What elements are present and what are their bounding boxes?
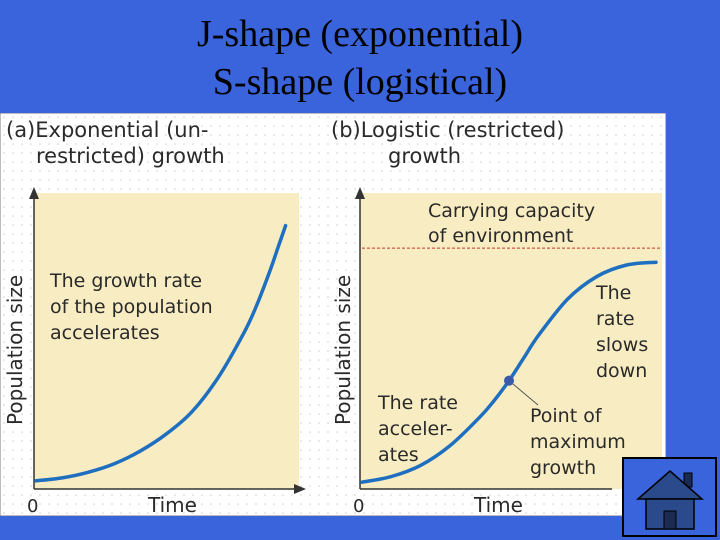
panel-a-annotation-line-1: The growth rate: [49, 270, 202, 292]
panel-b-capacity-label-line-2: of environment: [428, 225, 573, 247]
panel-b-slows-line-2: rate: [596, 308, 635, 330]
panel-a-annotation-line-3: accelerates: [50, 322, 160, 344]
panel-a-title-line-1: (a)Exponential (un-: [6, 118, 209, 142]
panel-a-plot-area: [34, 193, 299, 489]
panel-b-slows-line-1: The: [595, 282, 631, 304]
slide-title-line-1: J-shape (exponential): [196, 13, 524, 55]
panel-b: (b)Logistic (restricted) growth 0 Time P…: [331, 118, 662, 516]
home-button[interactable]: [622, 457, 717, 537]
panel-b-y-axis-arrow: [355, 187, 365, 199]
panel-b-plot-area: [360, 193, 662, 489]
panel-b-point-label-line-2: maximum: [530, 431, 626, 453]
panel-a-title-line-2: restricted) growth: [36, 144, 225, 168]
panel-a-y-axis-label: Population size: [3, 275, 27, 425]
panel-b-x-tick-zero: 0: [353, 496, 364, 516]
panel-b-accelerates-line-1: The rate: [377, 392, 458, 414]
panel-b-y-axis-label: Population size: [331, 275, 355, 425]
figure-panel: (a)Exponential (un- restricted) growth 0…: [0, 113, 666, 516]
slide-title-line-2: S-shape (logistical): [212, 61, 508, 103]
panel-b-point-label-line-1: Point of: [530, 405, 603, 427]
panel-b-title-line-1: (b)Logistic (restricted): [331, 118, 564, 142]
panel-a-x-axis-arrow: [294, 484, 306, 494]
panel-b-point-leader-line: [508, 380, 539, 406]
panel-a-annotation-line-2: of the population: [50, 296, 213, 318]
panel-a-x-tick-zero: 0: [27, 496, 38, 516]
panel-b-accelerates-line-2: acceler-: [378, 418, 453, 440]
home-icon: [636, 470, 704, 530]
panel-b-capacity-label-line-1: Carrying capacity: [428, 200, 595, 222]
panel-a-y-axis-arrow: [29, 187, 39, 199]
panel-b-max-growth-point: [504, 375, 514, 386]
panel-b-slows-line-3: slows: [596, 334, 648, 356]
panel-b-title-line-2: growth: [388, 144, 461, 168]
panel-a: (a)Exponential (un- restricted) growth 0…: [3, 118, 306, 516]
panel-b-accelerates-line-3: ates: [378, 444, 419, 466]
panel-a-x-axis-label: Time: [147, 493, 197, 516]
panel-a-exponential-curve: [34, 223, 288, 483]
panel-b-point-label-line-3: growth: [530, 457, 596, 479]
panel-b-x-axis-label: Time: [473, 493, 523, 516]
panel-b-slows-line-4: down: [596, 360, 647, 382]
figure-svg: (a)Exponential (un- restricted) growth 0…: [0, 113, 666, 516]
